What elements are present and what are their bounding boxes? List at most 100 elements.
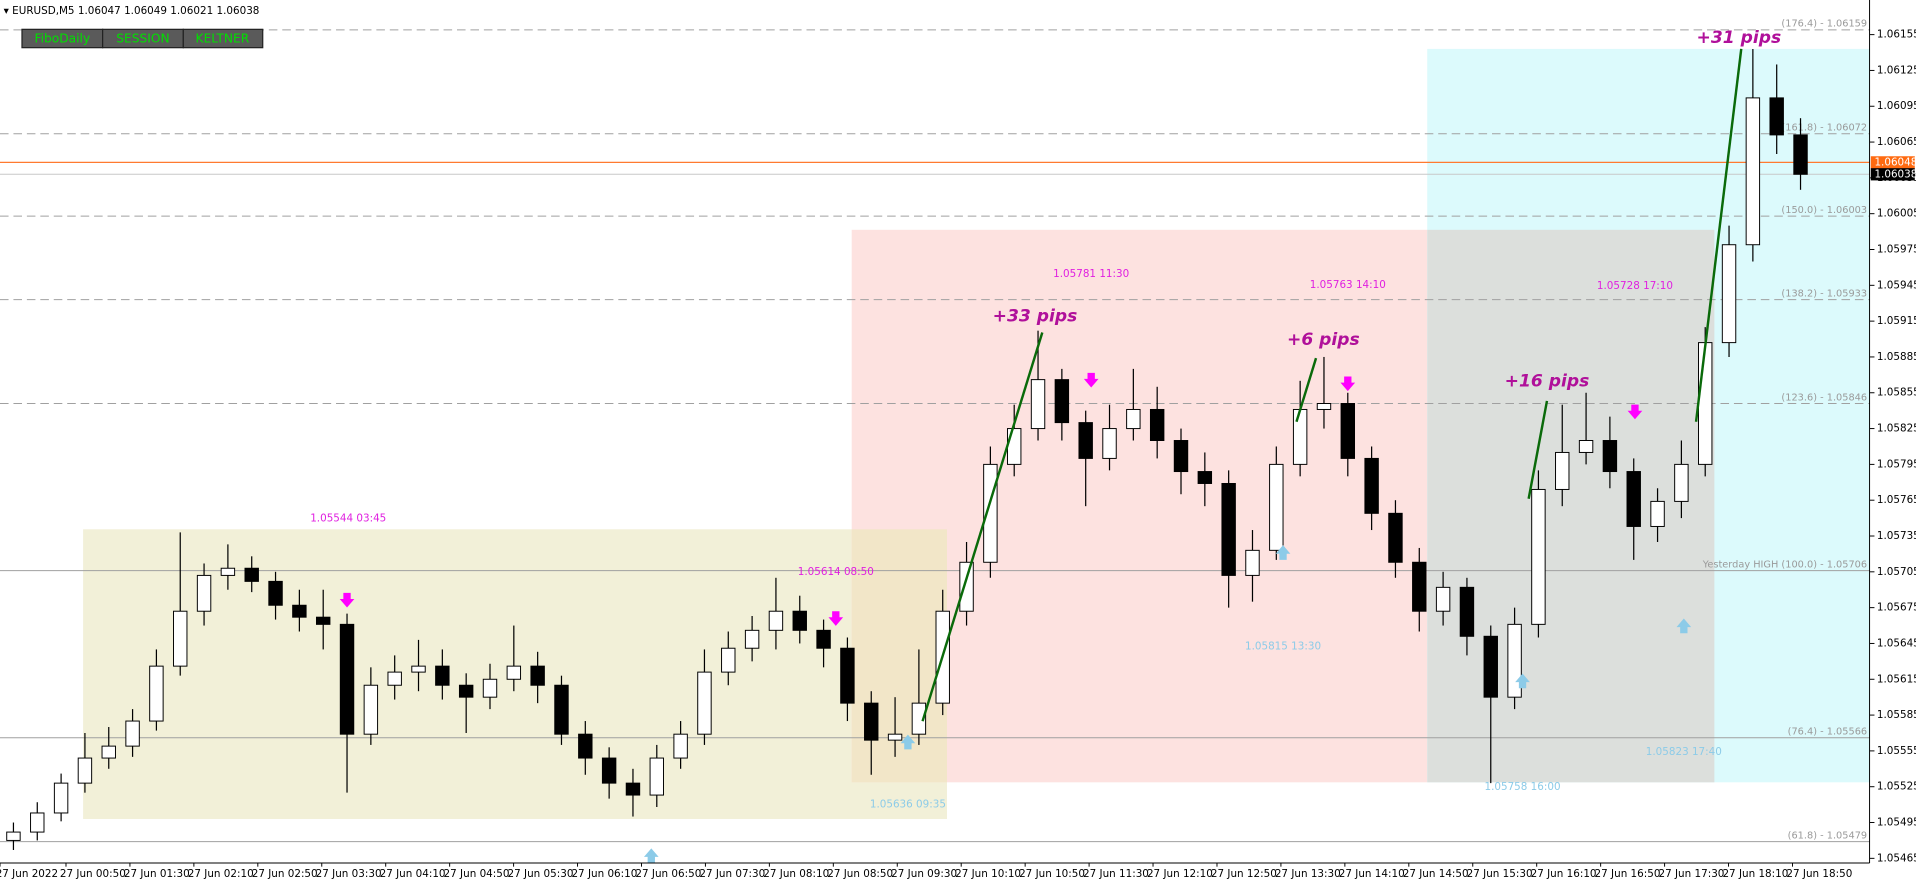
y-tick-label: 1.05705 (1877, 566, 1916, 578)
candle-body (30, 812, 45, 833)
pips-label: +33 pips (993, 307, 1078, 327)
candle-body (816, 629, 831, 649)
x-tick-label: 27 Jun 07:30 (699, 868, 765, 880)
candle-body (1674, 463, 1689, 502)
candle-body (1483, 635, 1498, 698)
candle-body (482, 678, 498, 698)
fibo-level-label: (161.8) - 1.06072 (1781, 123, 1867, 134)
candle-body (1435, 586, 1451, 612)
candle-body (1197, 471, 1213, 484)
button-label[interactable]: FiboDaily (34, 32, 90, 46)
fibo-level-label: (176.4) - 1.06159 (1781, 19, 1867, 30)
button[interactable]: KELTNER (182, 28, 264, 49)
header: ▾ EURUSD,M5 1.06047 1.06049 1.06021 1.06… (4, 5, 260, 17)
fibo-level-label: Yesterday HIGH (100.0) - 1.05706 (1702, 560, 1867, 571)
button-label[interactable]: SESSION (116, 32, 169, 46)
candle-body (506, 665, 522, 680)
candle-body (339, 623, 355, 735)
x-tick-label: 27 Jun 04:10 (380, 868, 446, 880)
symbol: EURUSD,M5 (12, 5, 74, 17)
y-tick-label: 1.05855 (1877, 387, 1916, 399)
candle-body (959, 561, 974, 612)
x-tick-label: 27 Jun 16:50 (1595, 868, 1661, 880)
candle-body (911, 702, 927, 735)
candle-body (363, 684, 379, 735)
button[interactable]: FiboDaily (21, 28, 104, 49)
candle-body (1388, 512, 1403, 563)
x-tick-label: 27 Jun 14:10 (1339, 868, 1405, 880)
candle-body (1459, 586, 1475, 637)
x-tick-label: 27 Jun 16:10 (1531, 868, 1597, 880)
candle-body (1173, 440, 1189, 473)
x-tick-label: 27 Jun 03:30 (316, 868, 382, 880)
annotation: 1.05781 11:30 (1053, 268, 1129, 280)
ask-price-box (1870, 156, 1915, 169)
x-tick-label: 27 Jun 18:50 (1786, 868, 1852, 880)
x-tick-label: 27 Jun 00:50 (60, 868, 126, 880)
pips-label: +6 pips (1287, 330, 1360, 350)
y-tick-label: 1.05555 (1877, 745, 1916, 757)
y-tick-label: 1.06095 (1877, 100, 1916, 112)
x-tick-label: 27 Jun 09:30 (891, 868, 957, 880)
button[interactable]: SESSION (102, 28, 184, 49)
y-tick-label: 1.05615 (1877, 673, 1916, 685)
annotation: 1.05728 17:10 (1597, 280, 1673, 292)
pips-label: +31 pips (1696, 28, 1781, 48)
x-tick-label: 27 Jun 08:50 (827, 868, 893, 880)
candle-body (387, 671, 402, 686)
x-tick-label: 27 Jun 10:50 (1019, 868, 1085, 880)
candle-body (220, 567, 236, 576)
candle-body (840, 647, 855, 704)
candle-body (1531, 488, 1546, 625)
y-tick-label: 1.06155 (1877, 29, 1916, 41)
x-tick-label: 27 Jun 12:10 (1147, 868, 1213, 880)
candle-body (1769, 97, 1784, 136)
y-tick-label: 1.05735 (1877, 530, 1916, 542)
candle-body (1149, 408, 1165, 441)
x-tick-label: 27 Jun 13:30 (1275, 868, 1341, 880)
candle-body (244, 567, 259, 582)
x-tick-label: 27 Jun 01:30 (124, 868, 190, 880)
bid-price-label: 1.06038 (1874, 168, 1916, 180)
y-tick-label: 1.06005 (1877, 208, 1916, 220)
fibo-level-label: (150.0) - 1.06003 (1781, 205, 1867, 216)
candle-body (625, 782, 641, 796)
x-tick-label: 27 Jun 08:10 (763, 868, 829, 880)
x-tick-label: 27 Jun 18:10 (1722, 868, 1788, 880)
candle-body (1745, 97, 1761, 246)
annotation: 1.05758 16:00 (1484, 781, 1560, 793)
candle-body (1602, 440, 1618, 473)
candle-body (792, 610, 807, 631)
button-label[interactable]: KELTNER (196, 32, 250, 46)
y-tick-label: 1.06125 (1877, 64, 1916, 76)
y-tick-label: 1.05645 (1877, 637, 1916, 649)
candle-body (1340, 403, 1356, 459)
x-tick-label: 27 Jun 10:10 (955, 868, 1021, 880)
candle-body (196, 574, 212, 612)
candle-body (768, 610, 784, 631)
y-tick-label: 1.05975 (1877, 244, 1916, 256)
annotation: 1.05823 17:40 (1646, 746, 1722, 758)
candle-body (458, 684, 474, 698)
x-tick-label: 27 Jun 06:50 (635, 868, 701, 880)
candle-body (1245, 549, 1260, 576)
x-tick-label: 27 Jun 11:30 (1083, 868, 1149, 880)
candle-body (435, 665, 450, 686)
overlap-box (1427, 229, 1715, 783)
candle-body (649, 757, 665, 796)
annotation: 1.05614 08:50 (798, 566, 874, 578)
y-tick-label: 1.05585 (1877, 709, 1916, 721)
candle-body (1364, 457, 1379, 514)
candle-body (864, 702, 879, 741)
candle-body (1078, 422, 1093, 459)
candle-body (887, 733, 903, 741)
price-axis-bg (1869, 0, 1916, 885)
annotation: 1.05544 03:45 (310, 512, 386, 524)
candle-body (601, 757, 617, 784)
candle-body (101, 745, 116, 759)
candle-body (315, 616, 331, 625)
y-tick-label: 1.05885 (1877, 351, 1916, 363)
candle-body (1126, 408, 1141, 430)
candle-body (53, 782, 69, 814)
